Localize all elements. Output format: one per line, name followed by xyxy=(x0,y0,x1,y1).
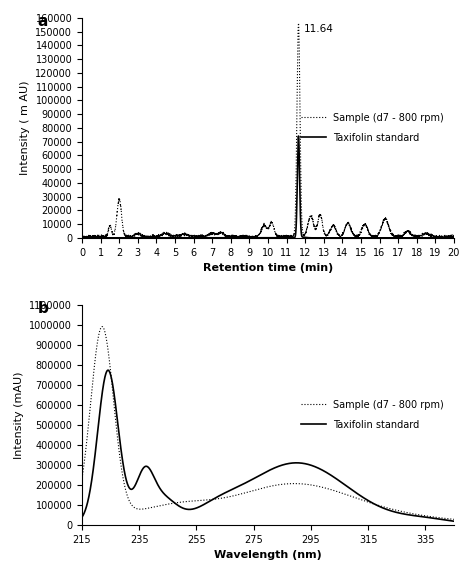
Legend: Sample (d7 - 800 rpm), Taxifolin standard: Sample (d7 - 800 rpm), Taxifolin standar… xyxy=(297,395,449,435)
Text: a: a xyxy=(37,14,48,29)
Taxifolin standard xyxy=(451,518,457,525)
Sample (d7 - 800 rpm) xyxy=(372,501,378,508)
Taxifolin standard xyxy=(451,234,457,241)
Sample (d7 - 800 rpm) xyxy=(79,232,85,239)
Taxifolin standard xyxy=(79,234,85,241)
Sample (d7 - 800 rpm) xyxy=(349,230,355,237)
Sample (d7 - 800 rpm) xyxy=(440,515,446,522)
Sample (d7 - 800 rpm) xyxy=(440,515,446,522)
Sample (d7 - 800 rpm) xyxy=(256,231,262,238)
Sample (d7 - 800 rpm) xyxy=(250,487,256,494)
Sample (d7 - 800 rpm) xyxy=(99,323,105,330)
X-axis label: Retention time (min): Retention time (min) xyxy=(203,263,333,273)
Sample (d7 - 800 rpm) xyxy=(86,234,92,241)
Text: b: b xyxy=(37,301,48,316)
Sample (d7 - 800 rpm) xyxy=(236,233,241,240)
Sample (d7 - 800 rpm) xyxy=(79,475,85,482)
Sample (d7 - 800 rpm) xyxy=(238,232,244,239)
Line: Taxifolin standard: Taxifolin standard xyxy=(82,370,454,521)
Line: Sample (d7 - 800 rpm): Sample (d7 - 800 rpm) xyxy=(82,327,454,519)
Taxifolin standard xyxy=(98,399,104,406)
Taxifolin standard xyxy=(260,470,266,477)
Legend: Sample (d7 - 800 rpm), Taxifolin standard: Sample (d7 - 800 rpm), Taxifolin standar… xyxy=(297,108,449,148)
Y-axis label: Intensity ( m AU): Intensity ( m AU) xyxy=(20,80,30,175)
X-axis label: Wavelength (nm): Wavelength (nm) xyxy=(214,550,322,560)
Y-axis label: Intensity (mAU): Intensity (mAU) xyxy=(14,371,24,459)
Taxifolin standard xyxy=(105,367,111,374)
Taxifolin standard xyxy=(349,234,355,241)
Taxifolin standard xyxy=(236,234,241,241)
Taxifolin standard xyxy=(440,516,446,523)
Sample (d7 - 800 rpm) xyxy=(451,516,457,523)
Line: Taxifolin standard: Taxifolin standard xyxy=(82,136,454,238)
Sample (d7 - 800 rpm) xyxy=(260,484,266,491)
Taxifolin standard xyxy=(296,133,301,139)
Taxifolin standard xyxy=(256,234,262,241)
Taxifolin standard xyxy=(79,514,85,521)
Sample (d7 - 800 rpm) xyxy=(440,234,446,241)
Taxifolin standard xyxy=(250,475,256,482)
Taxifolin standard xyxy=(238,234,244,241)
Taxifolin standard xyxy=(440,516,446,523)
Sample (d7 - 800 rpm) xyxy=(98,324,104,331)
Taxifolin standard xyxy=(372,501,378,508)
Taxifolin standard xyxy=(440,234,446,241)
Taxifolin standard xyxy=(421,234,427,241)
Text: 11.64: 11.64 xyxy=(304,24,334,34)
Sample (d7 - 800 rpm) xyxy=(451,233,457,240)
Line: Sample (d7 - 800 rpm): Sample (d7 - 800 rpm) xyxy=(82,23,454,238)
Sample (d7 - 800 rpm) xyxy=(296,20,301,26)
Sample (d7 - 800 rpm) xyxy=(421,231,427,238)
